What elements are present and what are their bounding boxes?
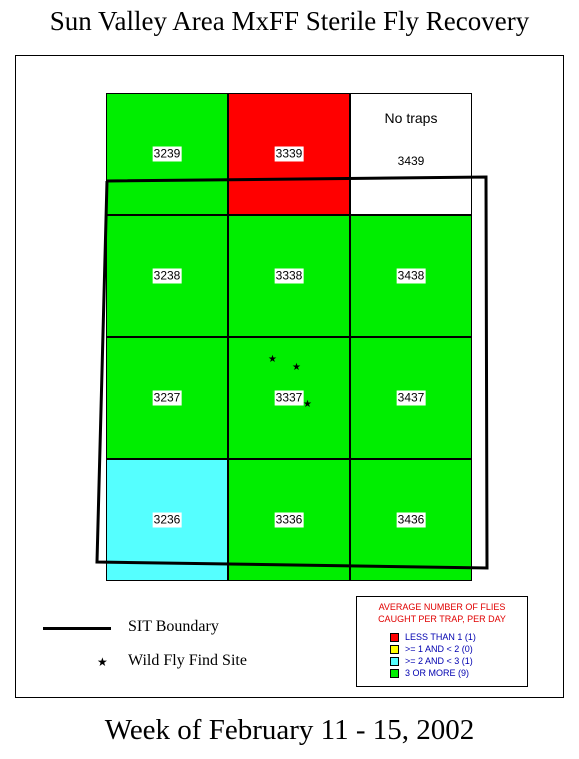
grid-cell-id: 3438 — [396, 268, 426, 284]
grid-cell-id: 3238 — [152, 268, 182, 284]
color-key-box: AVERAGE NUMBER OF FLIES CAUGHT PER TRAP,… — [356, 596, 528, 687]
key-swatch — [390, 669, 399, 678]
week-caption: Week of February 11 - 15, 2002 — [104, 714, 475, 746]
grid-cell-3238: 3238 — [106, 215, 228, 337]
grid-cell-3339: 3339 — [228, 93, 350, 215]
grid-cell-id: 3236 — [152, 512, 182, 528]
key-item-label: LESS THAN 1 (1) — [405, 632, 476, 642]
grid-cell-id: 3239 — [152, 146, 182, 162]
grid-cell-3236: 3236 — [106, 459, 228, 581]
key-item-label: >= 2 AND < 3 (1) — [405, 656, 473, 666]
key-swatch — [390, 657, 399, 666]
grid-cell-id: 3337 — [274, 390, 304, 406]
wild-fly-legend-label: Wild Fly Find Site — [128, 652, 247, 669]
color-key-title: AVERAGE NUMBER OF FLIES CAUGHT PER TRAP,… — [378, 602, 506, 624]
grid-cell-3436: 3436 — [350, 459, 472, 581]
grid-cell-3336: 3336 — [228, 459, 350, 581]
map-title: Sun Valley Area MxFF Sterile Fly Recover… — [49, 6, 530, 36]
wild-fly-find-site-marker: ★ — [292, 362, 301, 373]
key-item-label: >= 1 AND < 2 (0) — [405, 644, 473, 654]
no-traps-note: No traps — [384, 110, 438, 126]
key-item-label: 3 OR MORE (9) — [405, 668, 470, 678]
sit-boundary-legend-label: SIT Boundary — [128, 618, 219, 635]
grid-cell-3437: 3437 — [350, 337, 472, 459]
grid-cell-id: 3336 — [274, 512, 304, 528]
grid-cell-3237: 3237 — [106, 337, 228, 459]
grid-cell-id: 3437 — [396, 390, 426, 406]
grid-cell-3439: No traps 3439 — [350, 93, 472, 215]
wild-fly-legend-star-icon: ★ — [97, 655, 108, 669]
sit-boundary-legend-line — [43, 627, 111, 630]
map-frame — [15, 55, 564, 698]
grid-cell-id: 3339 — [274, 146, 304, 162]
grid-cell-3338: 3338 — [228, 215, 350, 337]
grid-cell-id: 3439 — [397, 154, 425, 168]
key-swatch — [390, 633, 399, 642]
grid-cell-3239: 3239 — [106, 93, 228, 215]
grid-cell-3337: 3337 — [228, 337, 350, 459]
wild-fly-find-site-marker: ★ — [303, 399, 312, 410]
grid-cell-id: 3436 — [396, 512, 426, 528]
grid-cell-id: 3237 — [152, 390, 182, 406]
key-swatch — [390, 645, 399, 654]
wild-fly-find-site-marker: ★ — [268, 354, 277, 365]
grid-cell-id: 3338 — [274, 268, 304, 284]
grid-cell-3438: 3438 — [350, 215, 472, 337]
